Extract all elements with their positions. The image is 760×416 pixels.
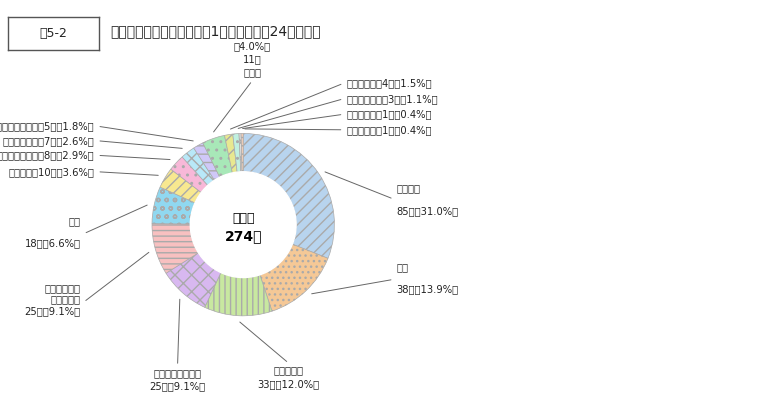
Wedge shape [224, 134, 237, 173]
Text: 激突: 激突 [69, 216, 81, 226]
Wedge shape [204, 272, 272, 316]
Text: その他: その他 [243, 67, 261, 77]
Text: 無理な動作: 無理な動作 [51, 294, 81, 304]
Text: 85人（31.0%）: 85人（31.0%） [397, 206, 458, 216]
Text: レク・スポーツ　8人（2.9%）: レク・スポーツ 8人（2.9%） [0, 150, 94, 160]
Text: 33人（12.0%）: 33人（12.0%） [258, 379, 320, 389]
Text: 墜落・転落: 墜落・転落 [274, 365, 304, 375]
Wedge shape [182, 148, 214, 186]
Text: 274人: 274人 [224, 230, 262, 243]
Circle shape [190, 172, 296, 277]
Text: 転倒: 転倒 [397, 262, 408, 272]
Wedge shape [152, 187, 195, 224]
Wedge shape [160, 169, 201, 203]
Text: 武道訓練: 武道訓練 [397, 183, 420, 193]
Wedge shape [152, 223, 198, 273]
Text: 18人（6.6%）: 18人（6.6%） [25, 238, 81, 248]
Text: 特殊危険災害　7人（2.6%）: 特殊危険災害 7人（2.6%） [3, 136, 94, 146]
Wedge shape [233, 134, 241, 172]
Text: 激突され　10人（3.6%）: 激突され 10人（3.6%） [8, 167, 94, 177]
Text: 図5-2: 図5-2 [40, 27, 67, 40]
Text: 暴行等　　　4人（1.5%）: 暴行等 4人（1.5%） [347, 78, 432, 88]
Text: 25人（9.1%）: 25人（9.1%） [150, 381, 206, 391]
Text: 崩壊・倒壊　1人（0.4%）: 崩壊・倒壊 1人（0.4%） [347, 109, 432, 119]
Text: 交通事故（道路）: 交通事故（道路） [154, 368, 201, 378]
Text: 38人（13.9%）: 38人（13.9%） [397, 284, 458, 294]
Wedge shape [171, 157, 207, 193]
Text: 動作の反動・: 動作の反動・ [45, 283, 81, 293]
Text: 死傷者: 死傷者 [232, 212, 255, 225]
Wedge shape [194, 143, 220, 180]
Text: はさまれ・巻き込まれ　5人（1.8%）: はさまれ・巻き込まれ 5人（1.8%） [0, 121, 94, 131]
Text: 事故の型別死傷者数〔休業1日以上（平成24年度）〕: 事故の型別死傷者数〔休業1日以上（平成24年度）〕 [110, 24, 321, 38]
Text: 踏み抜き　　1人（0.4%）: 踏み抜き 1人（0.4%） [347, 125, 432, 135]
Wedge shape [260, 244, 328, 311]
Wedge shape [243, 134, 334, 258]
Text: 切れ・こすれ　3人（1.1%）: 切れ・こすれ 3人（1.1%） [347, 94, 438, 104]
Wedge shape [166, 253, 221, 307]
Text: 25人（9.1%）: 25人（9.1%） [25, 306, 81, 316]
Wedge shape [203, 135, 233, 177]
Text: 11人: 11人 [243, 54, 261, 64]
Wedge shape [239, 134, 242, 172]
Text: （4.0%）: （4.0%） [234, 41, 271, 51]
Wedge shape [241, 134, 243, 172]
